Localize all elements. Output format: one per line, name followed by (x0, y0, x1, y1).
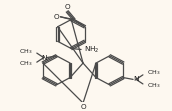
Text: O: O (54, 14, 60, 20)
Text: CH$_3$: CH$_3$ (19, 59, 33, 68)
Text: CH$_3$: CH$_3$ (19, 47, 33, 56)
Text: O: O (64, 4, 70, 10)
Text: N: N (133, 76, 139, 82)
Text: O: O (80, 104, 86, 110)
Text: CH$_3$: CH$_3$ (147, 81, 160, 90)
Text: N: N (41, 55, 46, 61)
Text: CH$_3$: CH$_3$ (147, 69, 160, 77)
Text: NH$_2$: NH$_2$ (84, 44, 99, 55)
